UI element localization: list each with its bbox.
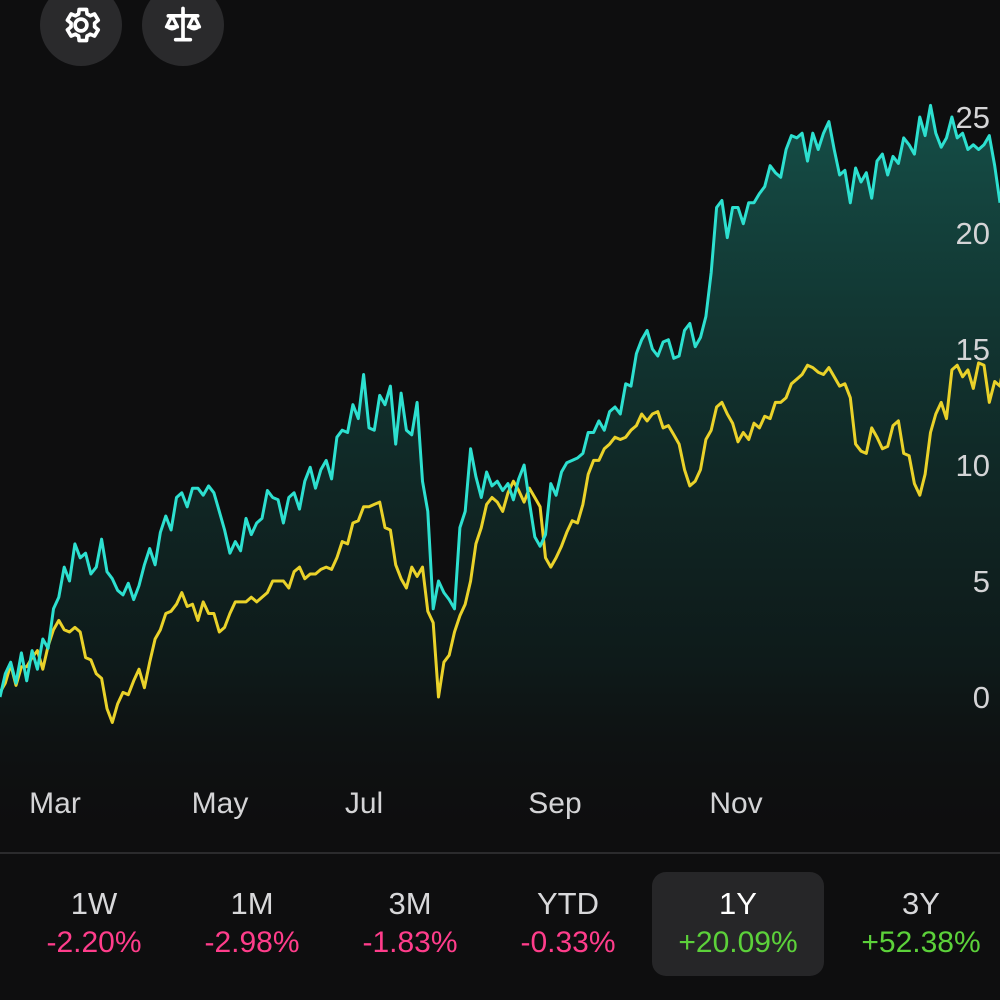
series-line [0, 103, 1000, 698]
period-1m[interactable]: 1M -2.98% [166, 872, 338, 976]
series-area [0, 105, 1000, 850]
period-label: 1Y [719, 886, 757, 921]
gear-icon [65, 7, 101, 43]
y-tick-label: 5 [973, 564, 990, 599]
period-1y[interactable]: 1Y +20.09% [652, 872, 824, 976]
compare-button[interactable] [142, 0, 224, 66]
settings-button[interactable] [40, 0, 122, 66]
period-label: 3M [388, 886, 432, 921]
period-return: -1.83% [362, 926, 458, 959]
scale-icon [164, 6, 202, 42]
y-tick-label: 15 [956, 332, 990, 367]
y-tick-label: 10 [956, 448, 990, 483]
period-return: -0.33% [520, 926, 616, 959]
divider [0, 852, 1000, 854]
period-ytd[interactable]: YTD -0.33% [482, 872, 654, 976]
series-line [0, 361, 1000, 724]
performance-chart: 0 5 10 15 20 25 Mar May Jul Sep Nov [0, 100, 1000, 850]
period-return: -2.98% [204, 926, 300, 959]
x-tick-label: Jul [345, 787, 383, 820]
y-tick-label: 0 [973, 680, 990, 715]
y-tick-label: 20 [956, 216, 990, 251]
period-return: +52.38% [861, 926, 981, 959]
period-label: 1W [70, 886, 118, 921]
period-return: +20.09% [678, 926, 798, 959]
x-tick-label: Nov [709, 787, 762, 820]
x-tick-label: Mar [29, 787, 81, 820]
period-label: 3Y [902, 886, 940, 921]
period-3m[interactable]: 3M -1.83% [324, 872, 496, 976]
period-selector: 1W -2.20% 1M -2.98% 3M -1.83% YTD -0.33%… [0, 872, 1000, 982]
period-3y[interactable]: 3Y +52.38% [835, 872, 1000, 976]
x-tick-label: May [192, 787, 249, 820]
period-label: YTD [537, 886, 599, 921]
period-label: 1M [230, 886, 274, 921]
x-tick-label: Sep [528, 787, 581, 820]
period-return: -2.20% [46, 926, 142, 959]
period-1w[interactable]: 1W -2.20% [8, 872, 180, 976]
y-tick-label: 25 [956, 100, 990, 135]
